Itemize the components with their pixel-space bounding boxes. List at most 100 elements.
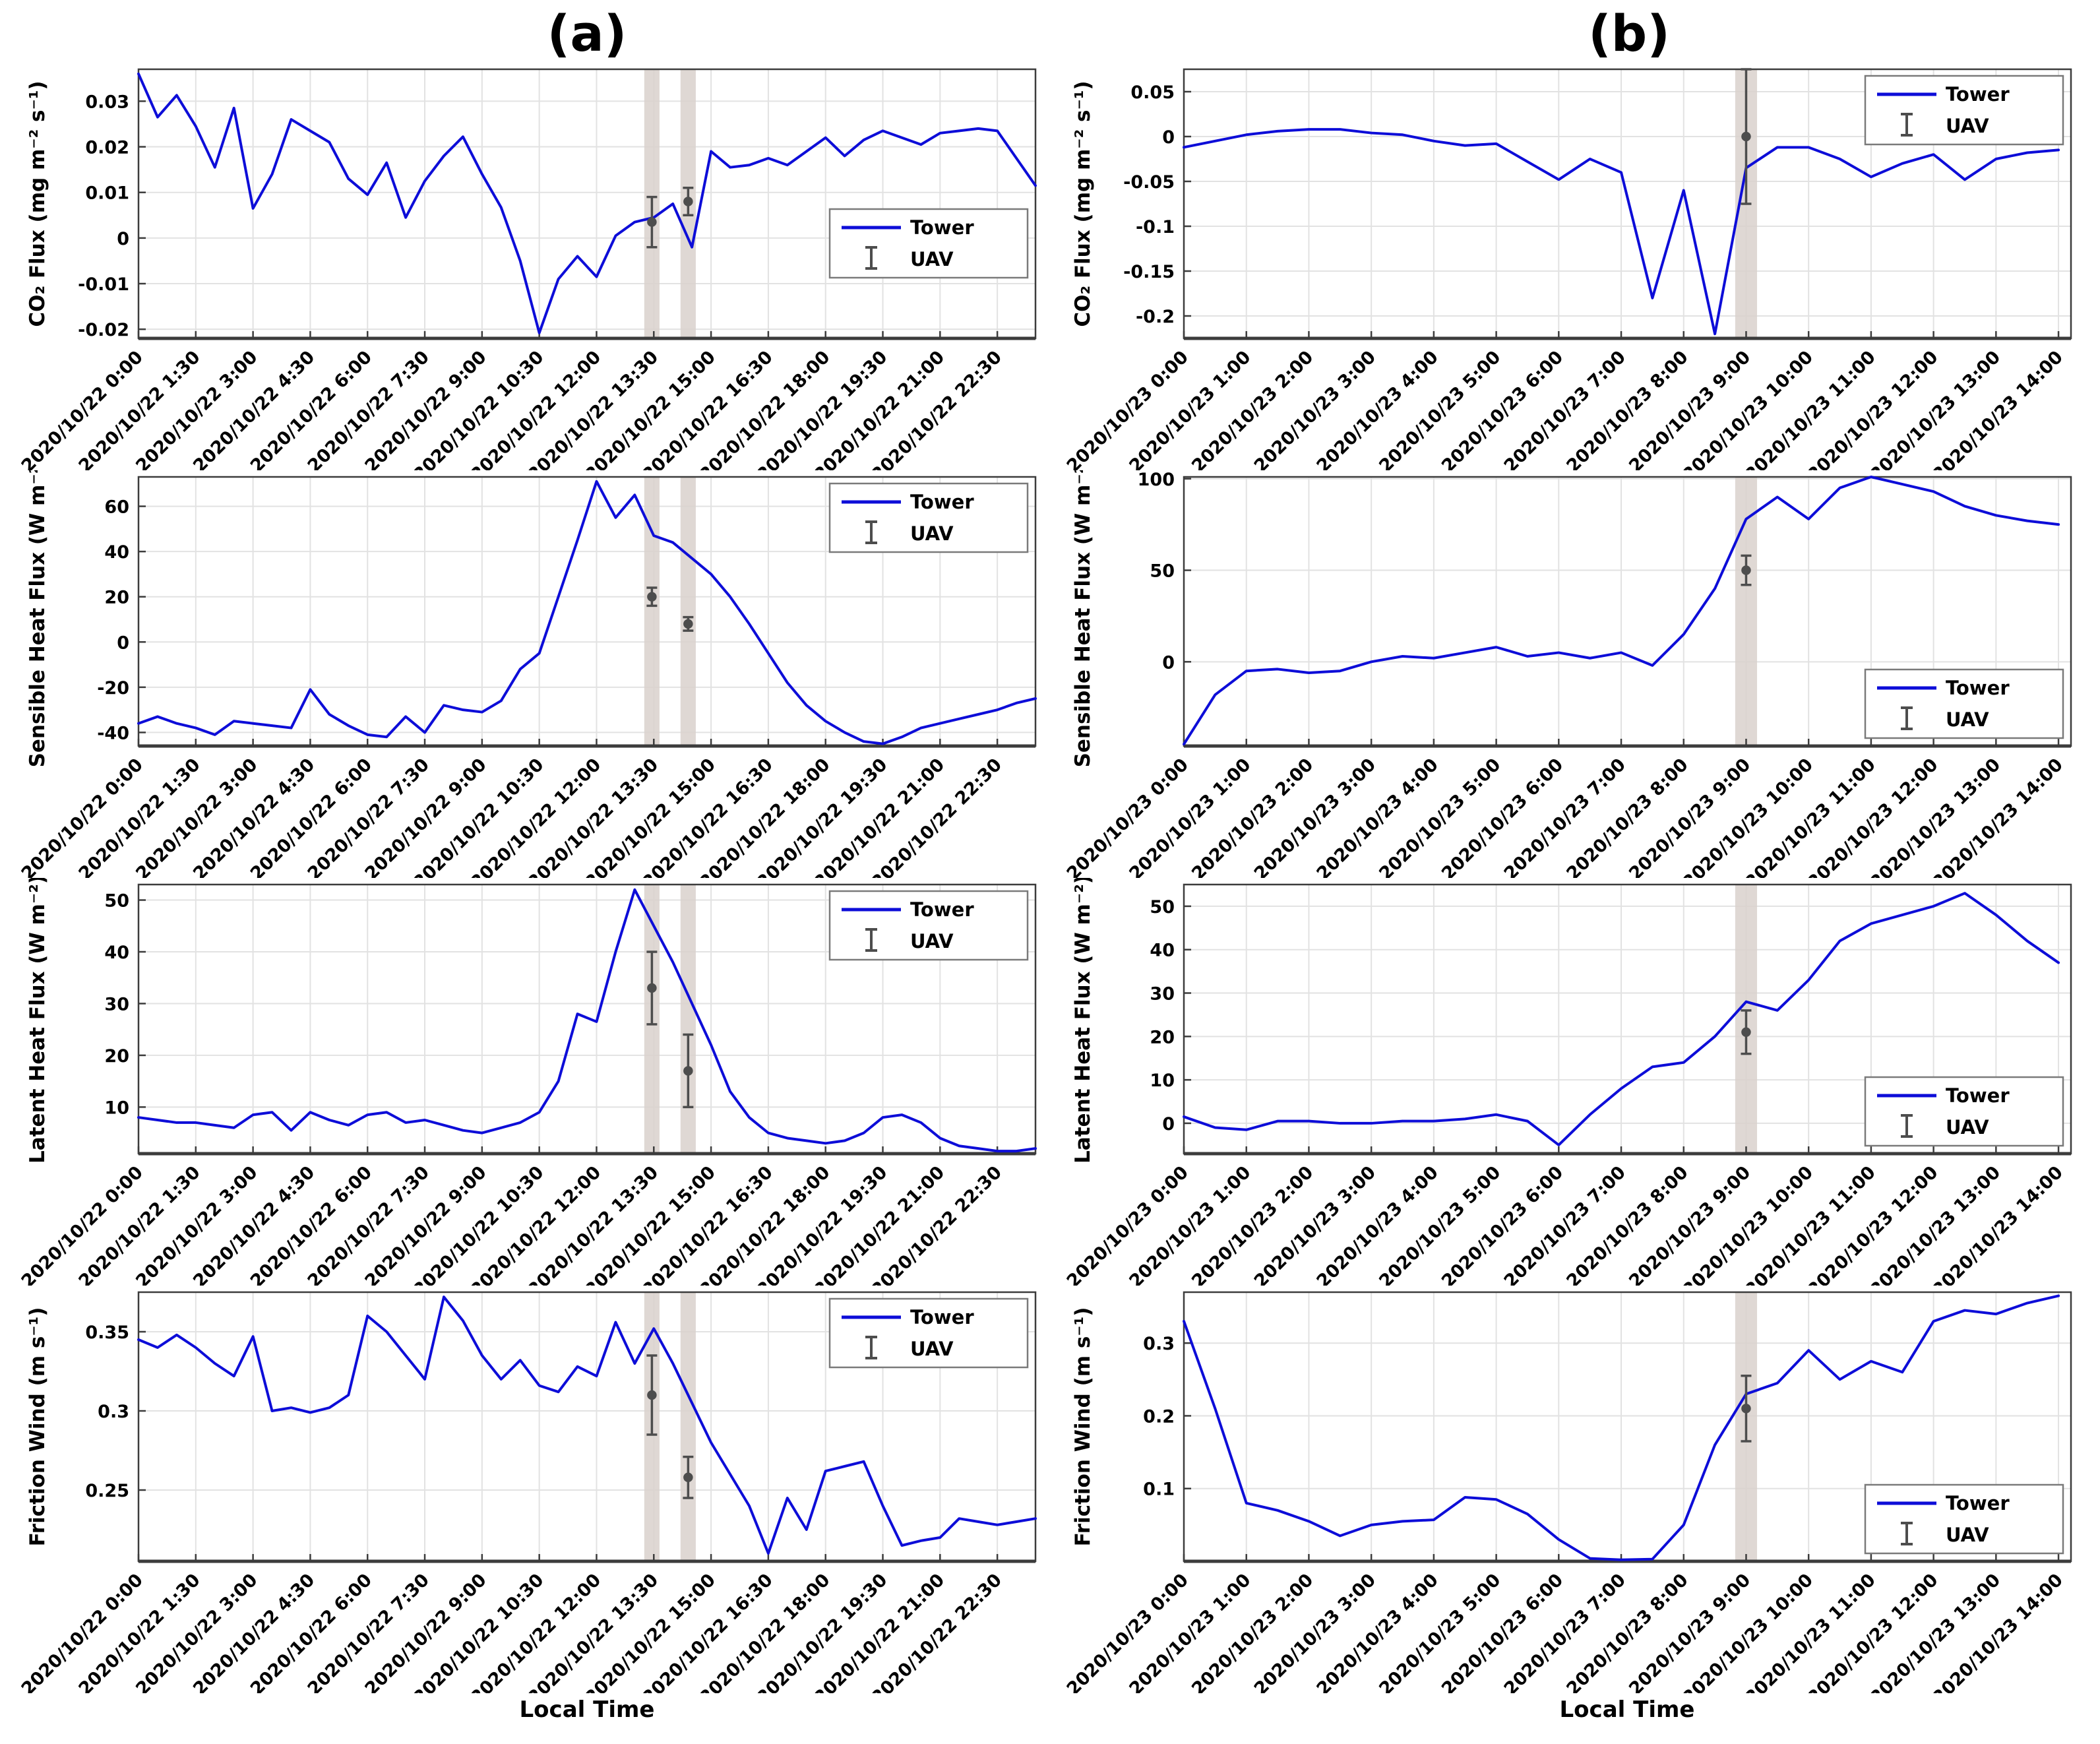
svg-text:0.05: 0.05: [1130, 82, 1175, 103]
svg-text:20: 20: [1150, 1027, 1175, 1047]
y-axis-label: Friction Wind (m s⁻¹): [1071, 1307, 1095, 1547]
x-axis-title-b: Local Time: [1559, 1697, 1695, 1723]
legend: Tower UAV: [1864, 1483, 2064, 1555]
svg-text:0.2: 0.2: [1143, 1406, 1175, 1427]
panel-title-b: (b): [1588, 4, 1670, 63]
svg-text:10: 10: [1150, 1071, 1175, 1091]
tower-series-line: [1183, 476, 2060, 746]
legend: Tower UAV: [1864, 1076, 2064, 1147]
legend: Tower UAV: [828, 482, 1029, 553]
axis-frame: [1183, 883, 2072, 1156]
legend: Tower UAV: [828, 208, 1029, 279]
y-axis-label: Sensible Heat Flux (W m⁻²): [26, 470, 49, 767]
legend-tower-label: Tower: [910, 491, 974, 513]
svg-text:-0.05: -0.05: [1123, 172, 1175, 193]
svg-text:0.1: 0.1: [1143, 1479, 1175, 1500]
svg-text:40: 40: [104, 943, 129, 963]
svg-text:2020/10/23 0:00: 2020/10/23 0:00: [1063, 347, 1192, 470]
legend-tower-label: Tower: [910, 898, 974, 921]
y-axis-label: Sensible Heat Flux (W m⁻²): [1071, 470, 1095, 767]
svg-text:-0.01: -0.01: [78, 274, 129, 295]
legend-uav-label: UAV: [1946, 115, 1989, 137]
uav-error-bars: [1741, 68, 1752, 205]
svg-text:30: 30: [1150, 984, 1175, 1005]
legend: Tower UAV: [1864, 75, 2064, 146]
chart-co2-flux-day1: 0.03 0.02 0.01 0 -0.01 -0.02 2020/10/22 0:0020…: [18, 68, 1037, 485]
uav-error-bars: [1741, 554, 1752, 586]
legend: Tower UAV: [828, 890, 1029, 961]
tower-series-line: [1183, 1294, 2060, 1561]
axis-frame: [1183, 68, 2072, 340]
svg-text:40: 40: [1150, 941, 1175, 961]
y-axis-label: CO₂ Flux (mg m⁻² s⁻¹): [1071, 80, 1095, 327]
grid-lines: [138, 69, 1035, 338]
legend-uav-label: UAV: [1946, 1524, 1989, 1546]
svg-text:0.3: 0.3: [98, 1402, 129, 1422]
svg-text:20: 20: [104, 588, 129, 608]
legend-tower-label: Tower: [1946, 1084, 2010, 1107]
svg-text:0.25: 0.25: [85, 1481, 129, 1501]
panel-latent-heat-day1: 50 40 30 20 10 2020/10/22 0:00 2020/10/22 1:30…: [16, 875, 1045, 1301]
y-axis-label: Latent Heat Flux (W m⁻²): [1071, 878, 1095, 1164]
panel-friction-wind-day1: 0.35 0.3 0.25 2020/10/22 0:00 2020/10/22 1:3…: [16, 1286, 1045, 1708]
uav-error-bars: [646, 950, 694, 1109]
svg-text:-40: -40: [97, 723, 129, 743]
y-axis-label: CO₂ Flux (mg m⁻² s⁻¹): [26, 80, 49, 327]
svg-text:10: 10: [104, 1098, 129, 1118]
svg-text:0: 0: [1162, 1114, 1175, 1135]
svg-text:50: 50: [1150, 897, 1175, 918]
axis-frame: [137, 1291, 1037, 1563]
svg-text:-0.2: -0.2: [1136, 307, 1175, 327]
svg-text:-0.02: -0.02: [78, 320, 129, 340]
svg-text:0: 0: [117, 229, 129, 249]
legend-uav-label: UAV: [1946, 708, 1989, 731]
uav-error-bars: [1741, 1375, 1752, 1443]
svg-text:2020/10/23 0:00: 2020/10/23 0:00: [1063, 1570, 1192, 1693]
panel-sensible-heat-day1: 60 40 20 0 -20 -40 2020/10/22 0:00 2020/10/22 1…: [16, 456, 1045, 893]
tower-series-line: [1183, 892, 2060, 1146]
legend-uav-label: UAV: [1946, 1116, 1989, 1138]
grid-lines: [1183, 1292, 2071, 1561]
tower-series-line: [137, 72, 1037, 334]
x-axis-title-a: Local Time: [519, 1697, 655, 1723]
y-tick-labels: 0.3 0.2 0.1: [1143, 1334, 1175, 1500]
svg-text:-20: -20: [97, 678, 129, 699]
uav-flight-bands: [1735, 477, 1758, 746]
y-tick-labels: 0.05 0 -0.05 -0.1 -0.15 -0.2: [1123, 82, 1175, 327]
legend-tower-label: Tower: [910, 216, 974, 239]
svg-text:0: 0: [117, 633, 129, 653]
svg-text:100: 100: [1138, 470, 1175, 490]
panel-sensible-heat-day2: 100 50 0 2020/10/23 0:00 2020/10/23 1:00 2020…: [1062, 456, 2081, 893]
svg-text:60: 60: [104, 497, 129, 518]
legend-uav-label: UAV: [910, 930, 954, 952]
axis-frame: [137, 68, 1037, 340]
panel-friction-wind-day2: 0.3 0.2 0.1 2020/10/23 0:00 2020/10/23 1:00 2…: [1062, 1286, 2081, 1708]
panel-co2-flux-day2: 0.05 0 -0.05 -0.1 -0.15 -0.2 2020/10/23 0:00 20…: [1062, 63, 2081, 485]
y-tick-labels: 60 40 20 0 -20 -40: [97, 497, 129, 744]
tower-series-line: [137, 888, 1037, 1153]
y-tick-labels: 100 50 0: [1138, 470, 1175, 673]
svg-text:2020/10/23 0:00: 2020/10/23 0:00: [1063, 755, 1192, 878]
tower-series-line: [1183, 128, 2060, 336]
legend-uav-label: UAV: [910, 1338, 954, 1360]
legend-tower-label: Tower: [1946, 1492, 2010, 1514]
svg-text:0.03: 0.03: [85, 92, 129, 112]
legend-uav-label: UAV: [910, 522, 954, 545]
tower-series-line: [137, 480, 1037, 745]
axis-frame: [137, 476, 1037, 748]
svg-text:50: 50: [1150, 561, 1175, 582]
uav-error-bars: [1741, 1009, 1752, 1055]
